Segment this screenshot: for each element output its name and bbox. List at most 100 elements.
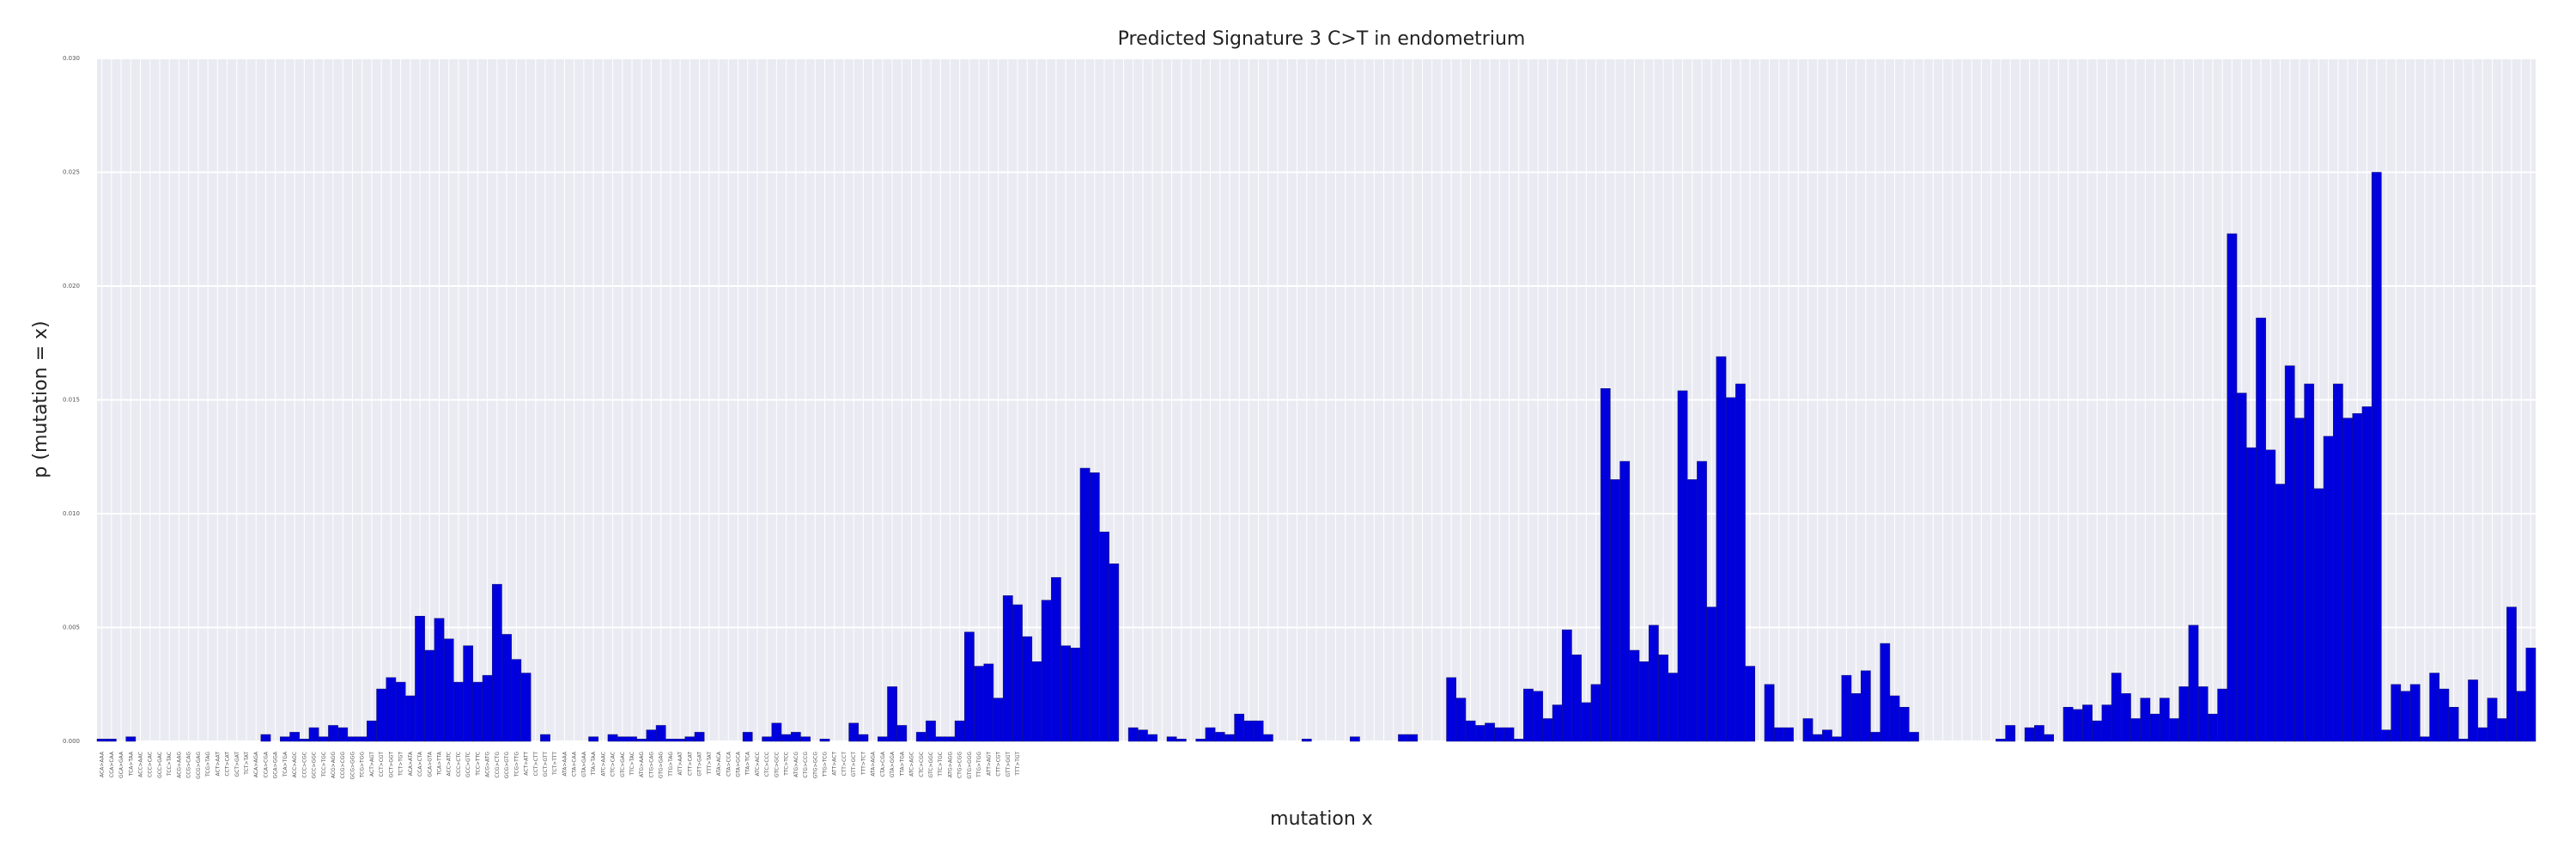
bar — [2516, 691, 2527, 742]
x-tick-label: ATG>AAG — [639, 752, 645, 777]
x-tick-label: TTA>TAA — [591, 751, 597, 776]
x-tick-label: ACA>AAA — [100, 751, 106, 777]
x-tick-label: GCC>GGC — [312, 752, 318, 779]
bar — [2072, 709, 2083, 742]
bar — [935, 736, 946, 742]
x-tick-label: GCT>GGT — [388, 752, 394, 778]
y-tick-label: 0.005 — [63, 624, 80, 631]
bar — [636, 739, 647, 742]
x-tick-label: GTT>GCT — [851, 752, 857, 777]
bar — [2439, 688, 2450, 742]
bar — [694, 732, 705, 742]
bar — [2092, 720, 2103, 742]
bar — [915, 732, 927, 742]
bar — [1446, 677, 1457, 742]
bar — [318, 736, 329, 742]
bar — [1398, 734, 1408, 742]
bar — [1619, 460, 1631, 742]
bar — [1649, 624, 1659, 742]
bar — [684, 736, 696, 742]
bar — [790, 732, 801, 742]
x-tick-label: GTA>GAA — [581, 751, 587, 777]
x-tick-label: GCG>GTG — [504, 752, 510, 779]
bar — [1060, 645, 1072, 742]
x-tick-label: TCC>TGC — [321, 752, 327, 777]
bar — [2352, 413, 2363, 742]
bar — [106, 739, 117, 742]
x-tick-label: CCT>CTT — [533, 752, 539, 777]
bar — [1638, 661, 1649, 742]
x-tick-label: GCT>GTT — [543, 752, 549, 777]
bar — [1783, 727, 1794, 742]
bar — [1870, 732, 1880, 742]
x-tick-label: TCG>TAG — [205, 752, 211, 777]
bar — [954, 720, 965, 742]
bar — [434, 618, 445, 742]
x-tick-label: TTT>TAT — [707, 752, 713, 776]
bar — [1002, 595, 1013, 742]
bar — [2024, 727, 2035, 742]
bar — [1735, 383, 1746, 742]
bar — [356, 736, 368, 742]
bar — [1205, 727, 1216, 742]
x-tick-label: GTT>GAT — [697, 752, 703, 777]
x-tick-label: CTT>CCT — [841, 752, 848, 777]
bar — [627, 736, 637, 742]
x-tick-label: GTA>GCA — [735, 751, 741, 777]
bar — [2342, 417, 2353, 742]
bar — [540, 734, 550, 742]
x-tick-label: TTA>TCA — [745, 751, 751, 776]
bar — [858, 734, 869, 742]
bar — [1909, 732, 1919, 742]
x-tick-label: ATC>AAC — [600, 752, 606, 777]
x-tick-label: ACT>AAT — [215, 752, 221, 777]
bar — [2121, 693, 2131, 742]
bar — [2005, 725, 2016, 742]
bars — [96, 172, 2537, 742]
bar — [781, 734, 792, 742]
bar — [1455, 698, 1467, 742]
bar — [993, 698, 1004, 742]
bar — [1764, 684, 1775, 742]
bar — [1860, 670, 1871, 742]
bar — [308, 727, 319, 742]
x-tick-label: TCC>TAC — [167, 752, 173, 777]
bar — [328, 725, 338, 742]
bar — [1841, 674, 1852, 742]
bar — [1600, 388, 1611, 742]
bar — [675, 739, 685, 742]
bar — [877, 736, 888, 742]
bar — [2525, 648, 2537, 742]
bar — [1533, 691, 1544, 742]
bar — [2169, 718, 2179, 742]
x-tick-label: TTC>TAC — [629, 752, 635, 776]
x-tick-label: ACA>AGA — [253, 751, 259, 777]
x-tick-label: ATC>ACC — [755, 752, 761, 777]
bar — [1697, 460, 1707, 742]
bar — [2294, 417, 2305, 742]
bar — [1590, 684, 1601, 742]
bar — [2197, 686, 2208, 742]
bar — [1099, 531, 1109, 742]
x-tick-label: CTA>CGA — [880, 751, 886, 777]
bar — [1127, 727, 1139, 742]
x-tick-label: ACC>ATC — [447, 752, 453, 777]
bar — [1523, 688, 1534, 742]
bar — [2304, 383, 2315, 742]
bar — [1147, 734, 1158, 742]
bar — [1012, 604, 1023, 742]
bar — [945, 736, 956, 742]
bar — [2044, 734, 2054, 742]
bar — [1832, 736, 1843, 742]
x-tick-label: ACG>ATG — [485, 752, 491, 777]
bar — [1677, 390, 1688, 742]
x-tick-label: GCA>GTA — [427, 751, 433, 777]
bar — [96, 739, 107, 742]
bar — [742, 732, 753, 742]
bar — [2245, 447, 2257, 742]
bar — [2034, 725, 2044, 742]
bar — [260, 734, 271, 742]
bar — [1725, 397, 1736, 742]
bar — [2208, 713, 2218, 742]
